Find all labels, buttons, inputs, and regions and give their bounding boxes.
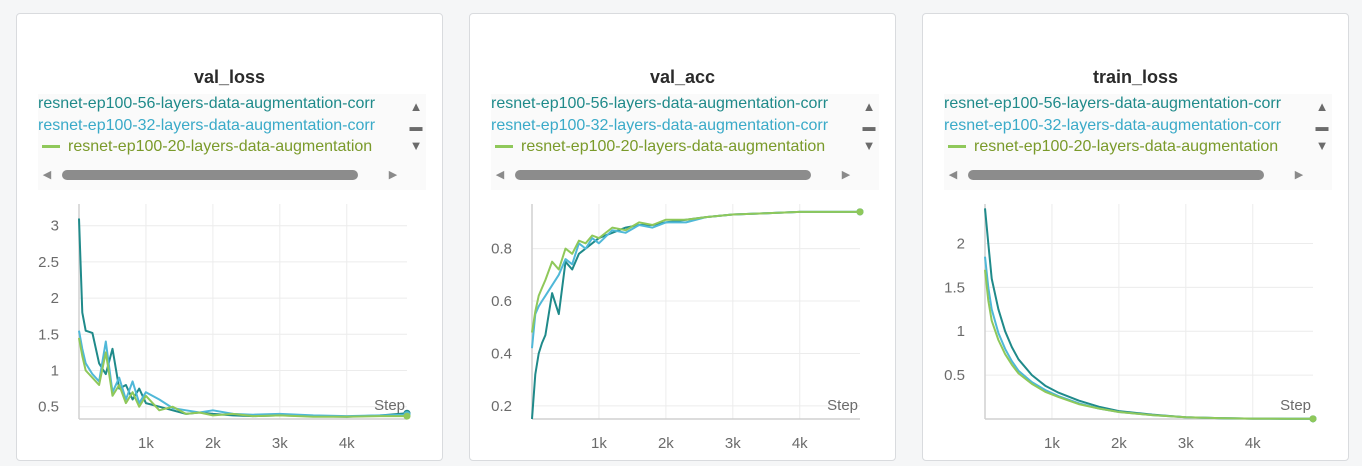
series-end-point-s20	[403, 412, 411, 420]
y-tick-label: 2.5	[38, 254, 59, 271]
y-tick-label: 2	[957, 235, 965, 252]
chart-panel-train-loss: train_loss resnet-ep100-56-layers-data-a…	[922, 13, 1349, 461]
legend-item-56[interactable]: resnet-ep100-56-layers-data-augmentation…	[944, 94, 1310, 114]
legend-item-20[interactable]: resnet-ep100-20-layers-data-augmentation	[491, 137, 857, 157]
legend-swatch	[495, 145, 513, 149]
legend: resnet-ep100-56-layers-data-augmentation…	[491, 94, 879, 190]
series-line-s32	[984, 256, 1314, 420]
scroll-thumb[interactable]	[62, 170, 358, 180]
x-tick-label: 1k	[1044, 435, 1060, 452]
chart-plot: 0.5 1 1.5 2 1k 2k 3k 4k Step	[944, 204, 1317, 452]
legend-scroll-up-icon[interactable]: ▲	[1315, 99, 1329, 114]
x-axis-label: Step	[1280, 397, 1311, 414]
chart-title: val_loss	[193, 67, 266, 87]
series-end-point-s20	[1309, 415, 1317, 423]
x-axis-label: Step	[827, 397, 858, 414]
chart-panel-val-loss: val_loss resnet-ep100-56-layers-data-aug…	[16, 13, 443, 461]
legend-horizontal-scrollbar[interactable]: ◀ ▶	[493, 168, 853, 182]
chart-plot: 0.5 1 1.5 2 2.5 3 1k 2k 3k 4k Step	[38, 204, 411, 452]
legend-label: resnet-ep100-56-layers-data-augmentation…	[38, 95, 376, 112]
x-tick-label: 2k	[205, 435, 221, 452]
legend-label: resnet-ep100-56-layers-data-augmentation…	[491, 95, 829, 112]
series-line-s32	[78, 330, 408, 418]
scroll-right-icon[interactable]: ▶	[388, 169, 398, 181]
x-tick-label: 4k	[792, 435, 808, 452]
legend-item-20[interactable]: resnet-ep100-20-layers-data-augmentation	[38, 137, 404, 157]
legend-item-32[interactable]: resnet-ep100-32-layers-data-augmentation…	[38, 116, 404, 136]
series-line-s20	[984, 269, 1314, 420]
legend-item-32[interactable]: resnet-ep100-32-layers-data-augmentation…	[491, 116, 857, 136]
y-tick-label: 1	[957, 323, 965, 340]
legend: resnet-ep100-56-layers-data-augmentation…	[38, 94, 426, 190]
scroll-right-icon[interactable]: ▶	[1294, 169, 1304, 181]
legend-scroll-down-icon[interactable]: ▼	[1315, 138, 1329, 153]
series-line-s32	[531, 210, 860, 349]
legend-scroll-up-icon[interactable]: ▲	[409, 99, 423, 114]
x-tick-label: 3k	[272, 435, 288, 452]
y-tick-label: 0.5	[38, 399, 59, 416]
legend-horizontal-scrollbar[interactable]: ◀ ▶	[946, 168, 1306, 182]
legend-label: resnet-ep100-20-layers-data-augmentation	[974, 138, 1279, 155]
scroll-left-icon[interactable]: ◀	[948, 169, 958, 181]
legend-scroll-thumb-icon[interactable]: ▬	[1315, 119, 1329, 134]
legend-scroll-thumb-icon[interactable]: ▬	[862, 119, 876, 134]
legend-swatch	[42, 145, 60, 149]
series-line-s20	[531, 210, 860, 333]
scroll-left-icon[interactable]: ◀	[495, 169, 505, 181]
legend-swatch	[948, 145, 966, 149]
legend: resnet-ep100-56-layers-data-augmentation…	[944, 94, 1332, 190]
legend-label: resnet-ep100-56-layers-data-augmentation…	[944, 95, 1282, 112]
chart-panel-val-acc: val_acc resnet-ep100-56-layers-data-augm…	[469, 13, 896, 461]
y-tick-label: 1.5	[944, 279, 965, 296]
chart-title: val_acc	[649, 67, 716, 87]
y-tick-label: 0.8	[491, 241, 512, 258]
legend-item-56[interactable]: resnet-ep100-56-layers-data-augmentation…	[491, 94, 857, 114]
series-line-s56	[78, 218, 408, 418]
scroll-thumb[interactable]	[968, 170, 1264, 180]
series-line-s20	[78, 337, 407, 418]
y-tick-label: 1.5	[38, 326, 59, 343]
y-tick-label: 0.6	[491, 293, 512, 310]
x-tick-label: 3k	[1178, 435, 1194, 452]
y-tick-label: 3	[51, 218, 59, 235]
legend-label: resnet-ep100-20-layers-data-augmentation	[521, 138, 826, 155]
scroll-right-icon[interactable]: ▶	[841, 169, 851, 181]
legend-item-32[interactable]: resnet-ep100-32-layers-data-augmentation…	[944, 116, 1310, 136]
legend-label: resnet-ep100-32-layers-data-augmentation…	[491, 117, 829, 134]
series-line-s56	[531, 210, 860, 420]
x-tick-label: 2k	[1111, 435, 1127, 452]
chart-title: train_loss	[1092, 67, 1179, 87]
legend-label: resnet-ep100-32-layers-data-augmentation…	[944, 117, 1282, 134]
chart-plot: 0.2 0.4 0.6 0.8 1k 2k 3k 4k Step	[491, 204, 864, 452]
x-tick-label: 2k	[658, 435, 674, 452]
y-tick-label: 1	[51, 362, 59, 379]
legend-label: resnet-ep100-20-layers-data-augmentation	[68, 138, 373, 155]
legend-item-56[interactable]: resnet-ep100-56-layers-data-augmentation…	[38, 94, 404, 114]
series-end-point-s20	[856, 208, 864, 216]
y-tick-label: 0.5	[944, 367, 965, 384]
legend-label: resnet-ep100-32-layers-data-augmentation…	[38, 117, 376, 134]
y-tick-label: 0.2	[491, 398, 512, 415]
x-tick-label: 1k	[138, 435, 154, 452]
x-tick-label: 3k	[725, 435, 741, 452]
y-tick-label: 0.4	[491, 345, 512, 362]
legend-horizontal-scrollbar[interactable]: ◀ ▶	[40, 168, 400, 182]
series-line-s56	[984, 208, 1314, 420]
y-tick-label: 2	[51, 290, 59, 307]
x-tick-label: 4k	[339, 435, 355, 452]
scroll-thumb[interactable]	[515, 170, 811, 180]
scroll-left-icon[interactable]: ◀	[42, 169, 52, 181]
legend-item-20[interactable]: resnet-ep100-20-layers-data-augmentation	[944, 137, 1310, 157]
legend-scroll-down-icon[interactable]: ▼	[862, 138, 876, 153]
legend-scroll-thumb-icon[interactable]: ▬	[409, 119, 423, 134]
x-tick-label: 4k	[1245, 435, 1261, 452]
legend-scroll-down-icon[interactable]: ▼	[409, 138, 423, 153]
legend-scroll-up-icon[interactable]: ▲	[862, 99, 876, 114]
x-tick-label: 1k	[591, 435, 607, 452]
x-axis-label: Step	[374, 397, 405, 414]
